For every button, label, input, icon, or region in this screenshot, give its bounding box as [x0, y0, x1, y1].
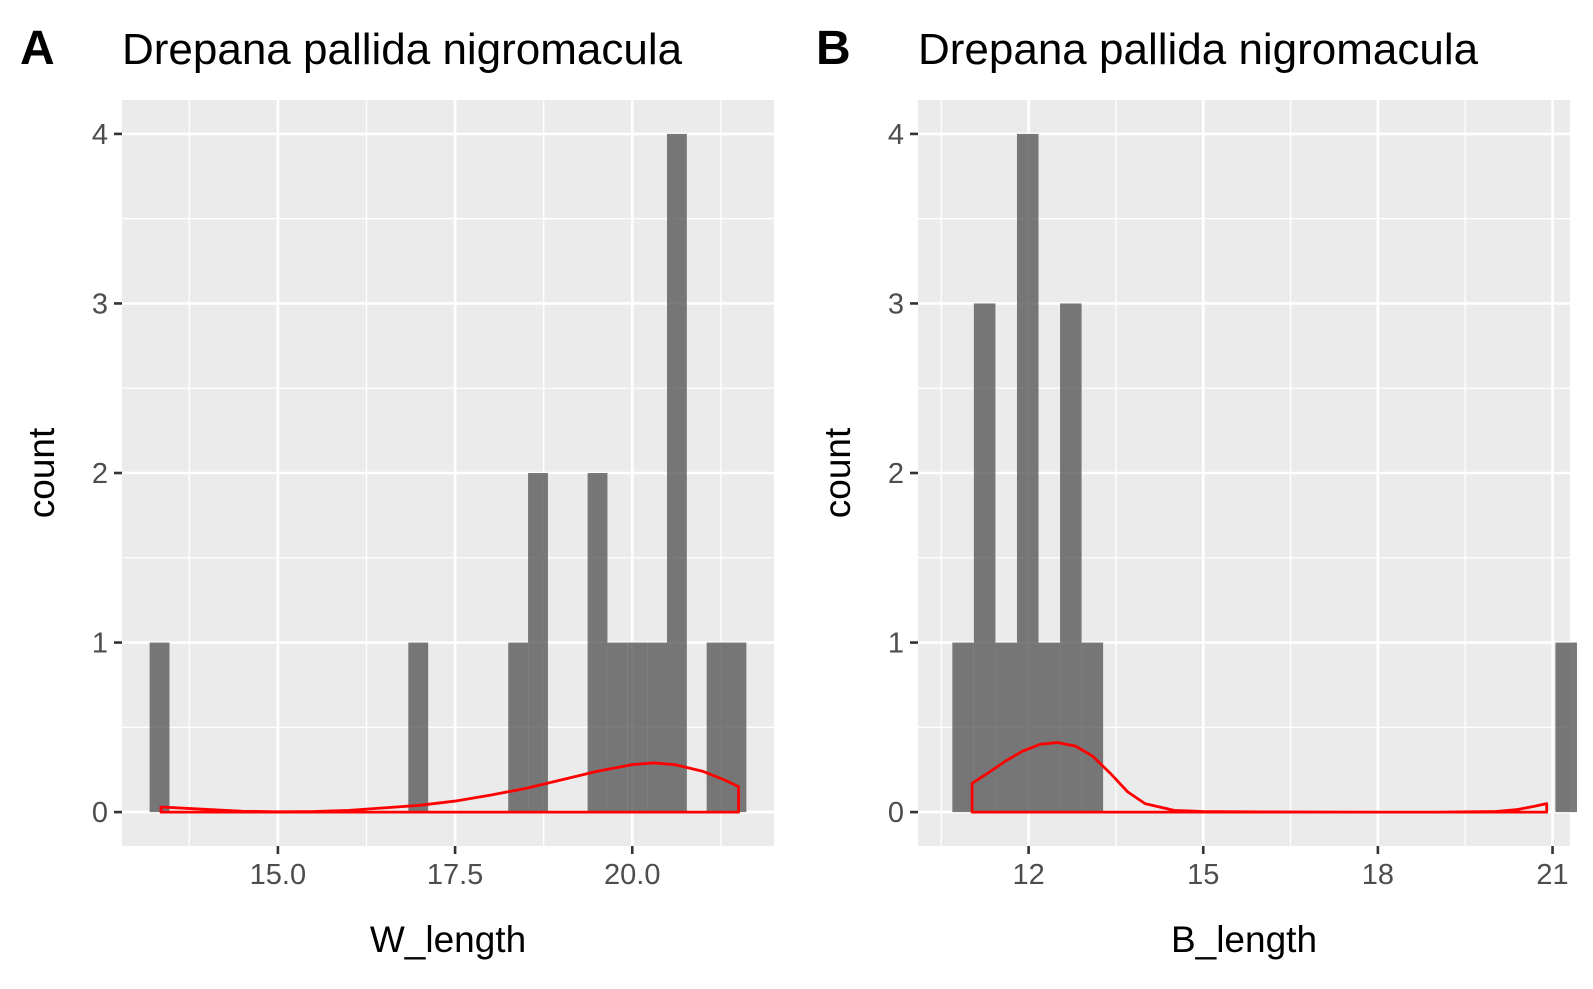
panel-b-plot-clip	[918, 100, 1577, 846]
histogram-bar	[647, 642, 667, 813]
x-tick-label: 20.0	[604, 859, 660, 891]
panel-b-bars	[952, 133, 1577, 813]
x-tick-label: 21	[1536, 859, 1568, 891]
panel-b-title: Drepana pallida nigromacula	[918, 25, 1479, 74]
panel-a-x-label: W_length	[370, 919, 526, 960]
y-tick-label: 1	[888, 628, 904, 660]
y-tick-label: 1	[92, 628, 108, 660]
histogram-bar	[706, 642, 727, 813]
panel-a-x-axis: 15.0 17.5 20.0	[250, 846, 660, 891]
panel-b-density	[970, 741, 1549, 814]
panel-a-bars	[149, 133, 747, 813]
histogram-bar	[666, 133, 687, 813]
x-tick-label: 15	[1187, 859, 1219, 891]
panel-a-y-axis: 0 1 2 3 4	[92, 119, 122, 829]
y-tick-label: 3	[888, 288, 904, 320]
histogram-bar	[528, 473, 548, 813]
y-tick-label: 0	[888, 797, 904, 829]
histogram-bar	[1555, 642, 1577, 813]
y-tick-label: 2	[92, 458, 108, 490]
panel-a: A Drepana pallida nigromacula 0 1 2 3 4 15.0…	[20, 22, 774, 960]
y-tick-label: 4	[888, 119, 904, 151]
histogram-bar	[408, 642, 429, 813]
panel-b-x-axis: 12 15 18 21	[1012, 846, 1569, 891]
panel-b-y-axis: 0 1 2 3 4	[888, 119, 918, 829]
histogram-bar	[607, 642, 628, 813]
panel-b-y-label: count	[817, 427, 858, 518]
panel-a-y-label: count	[21, 427, 62, 518]
histogram-bar	[1060, 303, 1082, 813]
histogram-bar	[726, 642, 747, 813]
histogram-bar	[587, 473, 608, 813]
histogram-bar	[149, 642, 170, 813]
histogram-bar	[995, 642, 1017, 813]
density-curve	[159, 761, 740, 814]
panel-a-tag: A	[20, 22, 55, 75]
x-tick-label: 18	[1362, 859, 1394, 891]
histogram-bar	[1081, 642, 1104, 813]
histogram-bar	[973, 303, 996, 813]
histogram-bar	[508, 642, 529, 813]
x-tick-label: 15.0	[250, 859, 306, 891]
density-curve	[970, 741, 1549, 814]
y-tick-label: 4	[92, 119, 108, 151]
x-tick-label: 17.5	[427, 859, 483, 891]
y-tick-label: 2	[888, 458, 904, 490]
histogram-bar	[952, 642, 974, 813]
histogram-bar	[627, 642, 648, 813]
panel-a-plot-clip	[122, 100, 774, 846]
panel-b-tag: B	[816, 22, 851, 75]
y-tick-label: 0	[92, 797, 108, 829]
histogram-bar	[1038, 642, 1061, 813]
histogram-bar	[1016, 133, 1039, 813]
panel-a-density	[159, 761, 740, 814]
y-tick-label: 3	[92, 288, 108, 320]
x-tick-label: 12	[1012, 859, 1044, 891]
panel-b-grid	[918, 100, 1570, 846]
panel-a-title: Drepana pallida nigromacula	[122, 25, 683, 74]
panel-b-x-label: B_length	[1171, 919, 1317, 960]
